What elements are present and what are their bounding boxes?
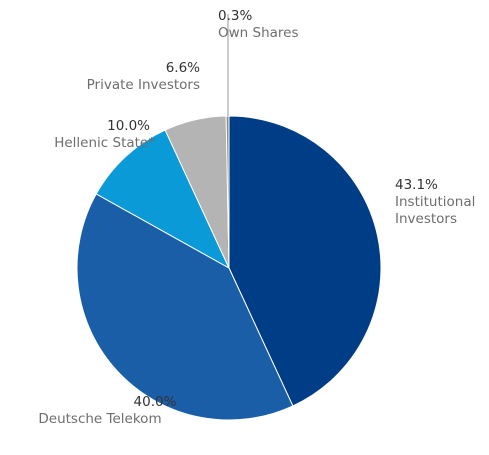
- pie-slice: [225, 115, 230, 269]
- value-label: 43.1%: [395, 177, 438, 193]
- slice-label: Private Investors: [86, 77, 200, 93]
- value-label: 0.3%: [218, 8, 253, 24]
- value-label: 10.0%: [107, 118, 150, 134]
- slice-label: Deutsche Telekom: [38, 411, 162, 427]
- value-label: 6.6%: [165, 60, 200, 76]
- slice-label: Hellenic State*: [54, 135, 155, 151]
- slice-label: Own Shares: [218, 25, 299, 41]
- value-label: 40.0%: [133, 394, 177, 410]
- pie-slice: [228, 115, 382, 407]
- slice-label: Institutional Investors: [395, 194, 476, 227]
- pie-slice: [76, 193, 294, 421]
- pie-slice: [95, 129, 231, 270]
